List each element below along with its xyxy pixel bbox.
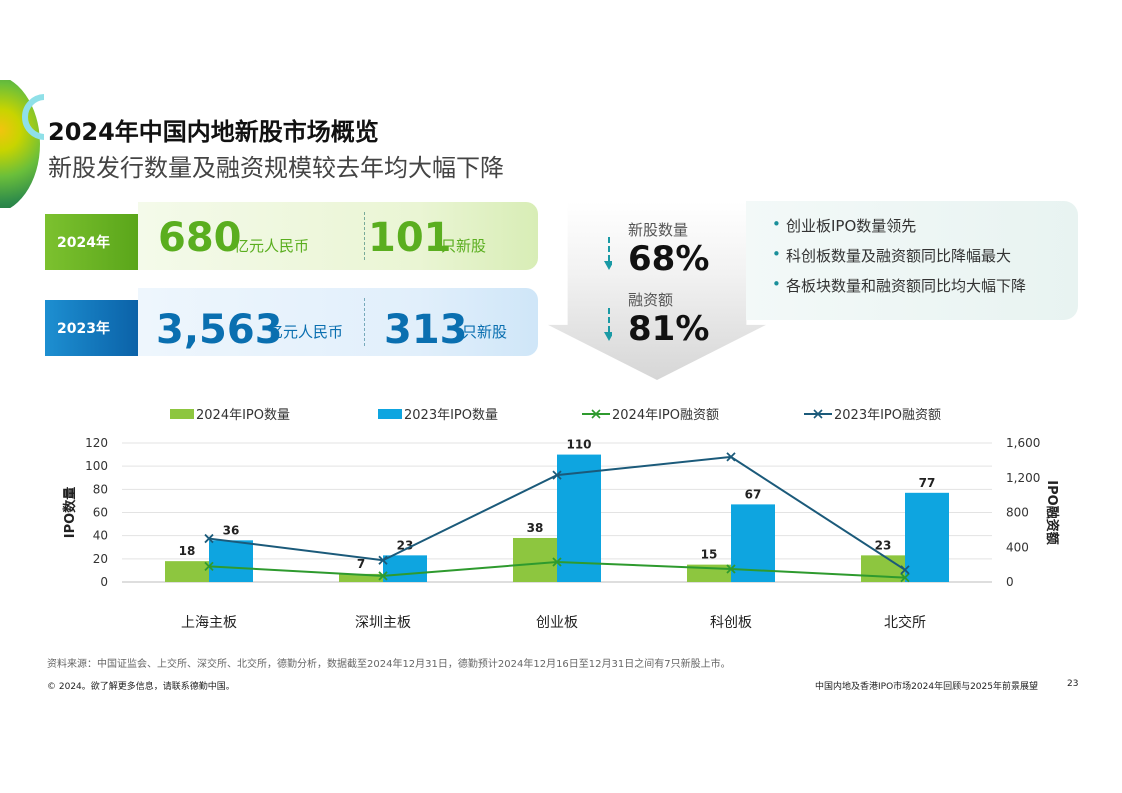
y-tick-label-right: 400: [1006, 540, 1029, 554]
data-label-2023-count: 23: [397, 538, 414, 552]
data-label-2024-count: 23: [875, 538, 892, 552]
y-tick-label-left: 120: [85, 436, 108, 450]
stat-panel-2023: 3,563 亿元人民币 313 只新股: [138, 288, 538, 356]
decorative-ring: [22, 94, 44, 140]
list-item: 创业板IPO数量领先: [772, 215, 1078, 245]
decline-count-label: 新股数量: [628, 221, 689, 239]
y-tick-label-right: 0: [1006, 575, 1014, 589]
data-label-2024-count: 18: [179, 544, 196, 558]
legend-swatch: [378, 408, 402, 419]
data-label-2023-count: 67: [745, 487, 762, 501]
series-2023-amount-point: [552, 470, 562, 480]
y-axis-title-left: IPO数量: [62, 487, 78, 538]
list-item: 各板块数量和融资额同比均大幅下降: [772, 275, 1078, 305]
down-arrow-icon: [604, 237, 612, 270]
key-findings-list: 创业板IPO数量领先 科创板数量及融资额同比降幅最大 各板块数量和融资额同比均大…: [746, 201, 1078, 320]
bar-2023-count: [209, 540, 253, 582]
y-axis-title-right: IPO融资额: [1044, 480, 1060, 544]
y-tick-label-left: 20: [93, 552, 108, 566]
legend-label: 2023年IPO数量: [404, 408, 498, 423]
stat-panel-2024: 680 亿元人民币 101 只新股: [138, 202, 538, 270]
y-tick-label-left: 40: [93, 529, 108, 543]
x-tick-label: 创业板: [536, 615, 578, 631]
series-2024-amount-point: [900, 573, 910, 583]
y-tick-label-left: 60: [93, 506, 108, 520]
legend-item-2023-count: 2023年IPO数量: [378, 404, 498, 423]
x-tick-label: 科创板: [710, 615, 752, 631]
data-label-2024-count: 15: [701, 548, 718, 562]
legend-item-2023-amount: 2023年IPO融资额: [804, 404, 941, 423]
stat-divider: [364, 298, 365, 346]
amount-unit-2023: 亿元人民币: [268, 323, 344, 341]
legend-label: 2024年IPO融资额: [612, 408, 719, 423]
y-tick-label-right: 800: [1006, 506, 1029, 520]
bar-2023-count: [383, 555, 427, 582]
series-2024-amount-point: [378, 571, 388, 581]
count-unit-2024: 只新股: [441, 237, 487, 255]
stat-divider: [364, 212, 365, 260]
page-subtitle: 新股发行数量及融资规模较去年均大幅下降: [48, 154, 504, 182]
series-2024-amount-point: [552, 557, 562, 567]
legend-line-marker: [582, 408, 610, 419]
data-label-2023-count: 36: [223, 523, 240, 537]
legend-swatch: [170, 408, 194, 419]
series-2023-amount-point: [900, 565, 910, 575]
legend-item-2024-count: 2024年IPO数量: [170, 404, 290, 423]
page-title: 2024年中国内地新股市场概览: [48, 118, 379, 146]
bar-2023-count: [557, 454, 601, 582]
amount-unit-2024: 亿元人民币: [234, 237, 310, 255]
bar-2023-count: [905, 492, 949, 582]
data-label-2023-count: 77: [919, 476, 936, 490]
count-unit-2023: 只新股: [462, 323, 508, 341]
legend-label: 2023年IPO融资额: [834, 408, 941, 423]
y-tick-label-right: 1,600: [1006, 436, 1040, 450]
decline-amount-label: 融资额: [628, 291, 674, 309]
legend-item-2024-amount: 2024年IPO融资额: [582, 404, 719, 423]
year-badge-2023: 2023年: [45, 300, 138, 356]
series-2023-amount-point: [204, 533, 214, 544]
x-tick-label: 北交所: [884, 614, 926, 631]
series-2023-amount-point: [378, 555, 388, 565]
bar-2024-count: [165, 561, 209, 582]
data-label-2024-count: 7: [357, 557, 365, 571]
y-tick-label-right: 1,200: [1006, 471, 1040, 485]
amount-value-2024: 680: [158, 215, 242, 261]
source-note: 资料来源：中国证监会、上交所、深交所、北交所，德勤分析，数据截至2024年12月…: [47, 659, 731, 670]
series-2024-amount-point: [204, 561, 214, 571]
x-tick-label: 深圳主板: [355, 615, 411, 631]
down-arrow-icon: [604, 308, 612, 341]
bar-2024-count: [513, 537, 557, 582]
amount-value-2023: 3,563: [156, 307, 283, 353]
count-value-2023: 313: [384, 307, 468, 353]
decline-amount-pct: 81%: [628, 309, 710, 349]
decline-count-pct: 68%: [628, 239, 710, 279]
report-title: 中国内地及香港IPO市场2024年回顾与2025年前景展望: [815, 682, 1038, 692]
legend-label: 2024年IPO数量: [196, 408, 290, 423]
data-label-2024-count: 38: [527, 521, 544, 535]
legend-line-marker: [804, 408, 832, 419]
list-item: 科创板数量及融资额同比降幅最大: [772, 245, 1078, 275]
bar-2024-count: [339, 573, 383, 582]
copyright: © 2024。欲了解更多信息，请联系德勤中国。: [47, 682, 235, 692]
count-value-2024: 101: [368, 215, 452, 261]
corner-decoration: [0, 80, 44, 208]
data-label-2023-count: 110: [566, 438, 591, 452]
page-number: 23: [1067, 679, 1079, 689]
series-2023-amount-point: [726, 452, 736, 462]
y-tick-label-left: 80: [93, 482, 108, 496]
series-2024-amount-point: [726, 564, 736, 574]
year-badge-2024: 2024年: [45, 214, 138, 270]
y-tick-label-left: 0: [100, 575, 108, 589]
y-tick-label-left: 100: [85, 459, 108, 473]
x-tick-label: 上海主板: [181, 615, 237, 631]
ipo-chart: 0 20 40 60 80 100 120 0 400 800 1,200 1,600 IPO数量 IPO…: [62, 436, 1060, 631]
